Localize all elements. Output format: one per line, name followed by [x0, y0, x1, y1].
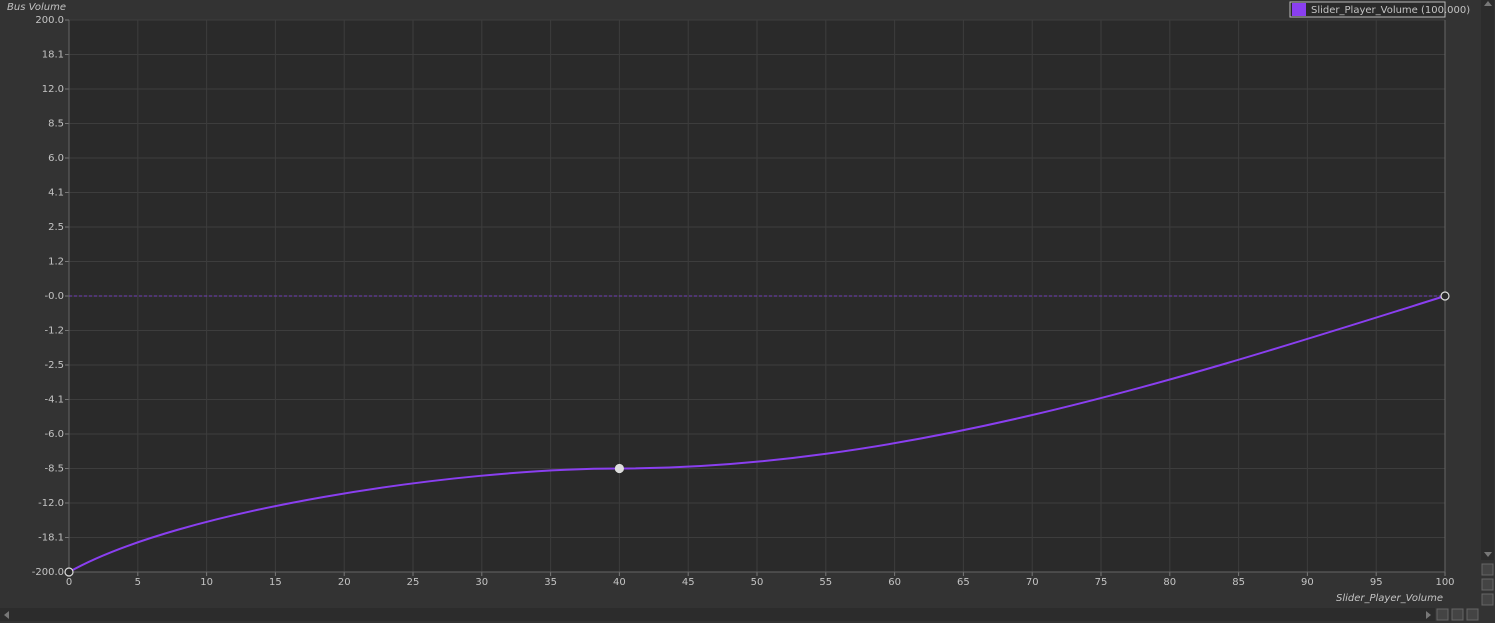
- fit-x[interactable]: [1451, 608, 1464, 621]
- y-tick-label: 1.2: [48, 257, 64, 268]
- x-tick-label: 85: [1232, 577, 1245, 588]
- fit-y[interactable]: [1481, 578, 1494, 591]
- x-tick-label: 70: [1026, 577, 1039, 588]
- y-tick-label: 6.0: [48, 153, 64, 164]
- scroll-left[interactable]: [4, 611, 9, 619]
- x-tick-label: 65: [957, 577, 970, 588]
- zoom-out-x[interactable]: [1466, 608, 1479, 621]
- y-tick-label: -1.2: [44, 326, 64, 337]
- x-tick-label: 15: [269, 577, 282, 588]
- scroll-right[interactable]: [1426, 611, 1431, 619]
- y-tick-label: -6.0: [44, 429, 64, 440]
- zoom-out-y[interactable]: [1481, 593, 1494, 606]
- y-tick-label: -18.1: [38, 533, 64, 544]
- control-point[interactable]: [1440, 291, 1450, 301]
- y-tick-label: 200.0: [35, 15, 64, 26]
- legend-box: [1289, 1, 1446, 18]
- curve: [68, 295, 1446, 573]
- y-tick-label: -200.0: [32, 567, 64, 578]
- horizontal-scrollbar[interactable]: [0, 608, 1435, 621]
- y-tick-label: -2.5: [44, 360, 64, 371]
- y-tick-label: 18.1: [42, 50, 64, 61]
- y-tick-label: -4.1: [44, 395, 64, 406]
- x-tick-label: 80: [1163, 577, 1176, 588]
- y-tick-label: -12.0: [38, 498, 64, 509]
- control-point[interactable]: [64, 567, 74, 577]
- zoom-in-x[interactable]: [1436, 608, 1449, 621]
- y-tick-label: 4.1: [48, 188, 64, 199]
- y-tick-label: -8.5: [44, 464, 64, 475]
- y-tick-label: 2.5: [48, 222, 64, 233]
- x-tick-label: 35: [544, 577, 557, 588]
- x-tick-label: 30: [475, 577, 488, 588]
- legend-label: Slider_Player_Volume (100.000): [1311, 5, 1470, 16]
- x-tick-label: 50: [751, 577, 764, 588]
- x-tick-label: 90: [1301, 577, 1314, 588]
- vertical-scrollbar[interactable]: [1481, 0, 1494, 560]
- y-tick-label: 12.0: [42, 84, 64, 95]
- x-tick-label: 55: [819, 577, 832, 588]
- y-tick-label: -0.0: [44, 291, 64, 302]
- x-tick-label: 5: [135, 577, 141, 588]
- scroll-down[interactable]: [1484, 552, 1492, 557]
- x-tick-label: 100: [1435, 577, 1454, 588]
- x-tick-label: 25: [407, 577, 420, 588]
- x-tick-label: 95: [1370, 577, 1383, 588]
- legend-swatch: [1292, 3, 1306, 16]
- x-tick-label: 60: [888, 577, 901, 588]
- x-tick-label: 75: [1095, 577, 1108, 588]
- x-tick-label: 0: [66, 577, 72, 588]
- scroll-up[interactable]: [1484, 1, 1492, 6]
- x-axis-label: Slider_Player_Volume: [1336, 593, 1443, 604]
- zoom-in-y[interactable]: [1481, 563, 1494, 576]
- x-tick-label: 10: [200, 577, 213, 588]
- x-tick-label: 45: [682, 577, 695, 588]
- control-point[interactable]: [614, 463, 625, 474]
- x-tick-label: 20: [338, 577, 351, 588]
- x-tick-label: 40: [613, 577, 626, 588]
- y-tick-label: 8.5: [48, 119, 64, 130]
- y-axis-label: Bus Volume: [7, 2, 66, 13]
